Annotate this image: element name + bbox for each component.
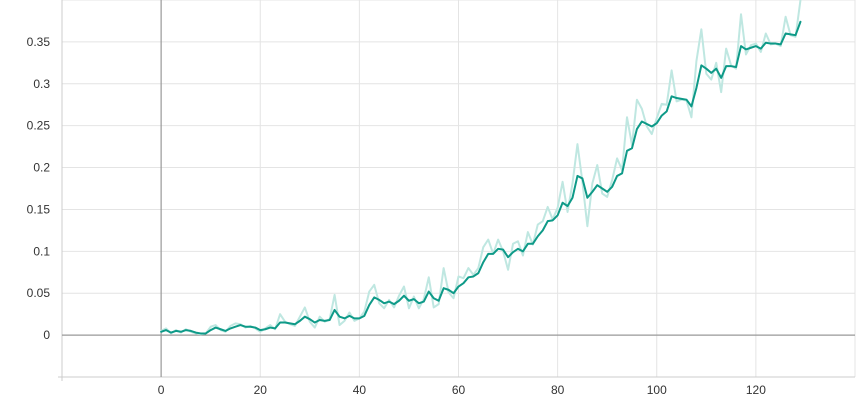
series-line-smoothed <box>160 20 802 335</box>
y-tick-label: 0.1 <box>33 244 50 258</box>
grid-lines <box>61 0 856 378</box>
y-tick-label: 0.2 <box>33 161 50 175</box>
x-tick-label: 0 <box>158 383 165 397</box>
y-tick-label: 0.25 <box>27 119 51 133</box>
series-layer <box>160 0 802 336</box>
x-tick-label: 120 <box>746 383 766 397</box>
tick-labels: 0 20 40 60 80 100 120 0 0.05 0.1 0.15 0.2 0.25 0.3 0.3… <box>27 35 767 397</box>
y-tick-label: 0 <box>43 328 50 342</box>
x-tick-label: 40 <box>353 383 367 397</box>
x-tick-label: 80 <box>551 383 565 397</box>
y-tick-label: 0.15 <box>27 202 51 216</box>
y-tick-label: 0.05 <box>27 286 51 300</box>
y-tick-label: 0.35 <box>27 35 51 49</box>
series-line-raw <box>160 0 802 336</box>
x-tick-label: 20 <box>254 383 268 397</box>
x-tick-label: 100 <box>647 383 667 397</box>
y-tick-label: 0.3 <box>33 77 50 91</box>
axes <box>58 0 855 381</box>
x-tick-label: 60 <box>452 383 466 397</box>
